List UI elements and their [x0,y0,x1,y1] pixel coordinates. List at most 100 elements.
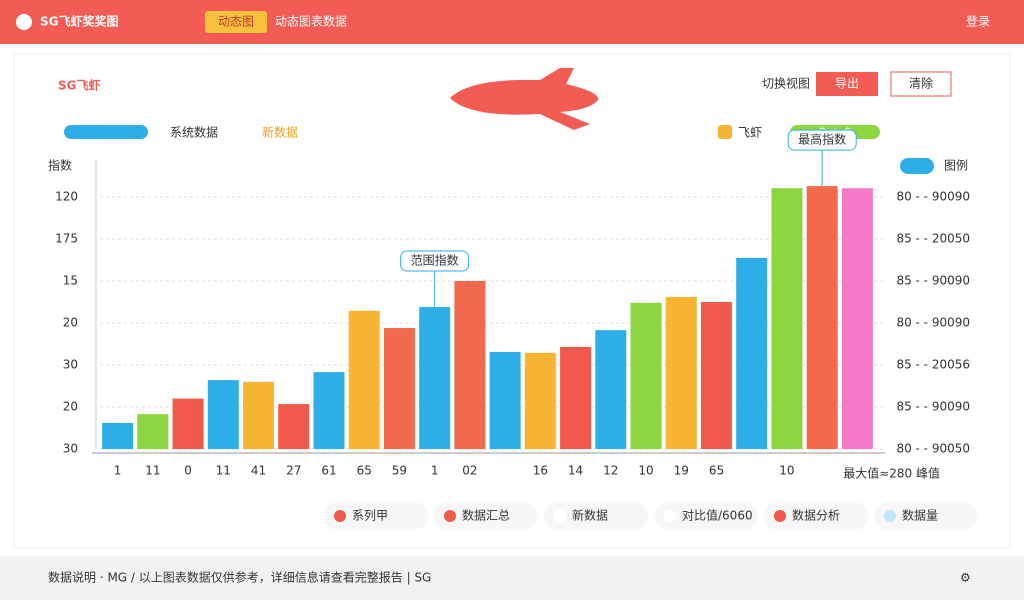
side-caption: 图例 [944,159,968,173]
y-tick-label: 15 [63,274,78,288]
bar [771,188,803,449]
bar [736,257,768,449]
button[interactable]: 切换视图 [762,76,810,91]
legend-pill [64,125,148,139]
button[interactable]: 导出 [835,77,859,91]
y-tick-label: 120 [55,190,78,204]
legend-item: 数据分析 [792,508,840,523]
legend-item: 系列甲 [352,509,388,523]
x-tick-label: 1 [114,464,122,478]
y-tick-label: 20 [63,400,78,414]
x-tick-label: 27 [286,464,301,478]
bar [243,381,275,449]
legend-text: 系统数据 [170,125,218,140]
login[interactable]: 登录 [966,14,990,29]
btn-bg [890,71,952,97]
x-tick-label: 10 [638,464,653,478]
bar [630,302,662,449]
footer-bar [0,556,1024,600]
legend-dot [554,510,566,522]
legend-chip [874,502,978,530]
bar [313,372,345,449]
legend-chip [764,502,868,530]
logo [16,14,32,30]
side-label: 85 - - 90090 [896,274,970,288]
y-tick-label: 30 [63,442,78,456]
y-tick-label: 175 [55,232,78,246]
side-label: 80 - - 90050 [896,442,970,456]
button[interactable]: 清除 [909,76,933,91]
callout-box [400,250,470,272]
bar [348,310,380,449]
legend-item: 数据汇总 [462,508,510,523]
x-tick-label: 65 [357,464,372,478]
card-title: SG飞虾 [58,78,101,93]
footer-icon: ⚙ [960,571,971,585]
callout-text: 范围指数 [411,253,459,268]
legend-dot [664,510,676,522]
bar [841,188,873,449]
bar [137,414,169,449]
x-tick-label: 11 [216,464,231,478]
bar [524,352,556,449]
x-tick-label: 19 [674,464,689,478]
side-pill [900,158,934,174]
legend-item: 数据量 [902,508,938,523]
y-tick-label: 20 [63,316,78,330]
btn-bg [760,72,812,96]
side-label: 85 - - 20056 [896,358,970,372]
bar [560,346,592,449]
badge-text: 动态图 [218,15,254,29]
x-tick-label: 65 [709,464,724,478]
x-tick-label: 02 [462,464,477,478]
airship [450,68,599,130]
legend-chip [654,502,758,530]
x-tick-label: 14 [568,464,583,478]
header-bar [0,0,1024,44]
callout-text: 最高指数 [798,132,846,147]
footer-text: 数据说明 · MG / 以上图表数据仅供参考，详细信息请查看完整报告 | SG [48,570,431,585]
x-tick-label: 59 [392,464,407,478]
bar [419,307,451,449]
bar [665,296,697,449]
x-tick-label: 11 [145,464,160,478]
x-tick-label: 10 [779,464,794,478]
bar [489,351,521,449]
axis-caption: 指数 [48,158,72,173]
x-tick-label: 0 [184,464,192,478]
bar [207,380,239,449]
side-label: 85 - - 20050 [896,232,970,246]
side-label: 85 - - 90090 [896,400,970,414]
bar [454,281,486,449]
legend-text: 飞虾 [738,126,762,140]
side-label: 80 - - 90090 [896,316,970,330]
x-tick-label: 16 [533,464,548,478]
x-tick-label: 1 [431,464,439,478]
legend-dot [444,510,456,522]
y-tick-label: 30 [63,358,78,372]
legend-dot [334,510,346,522]
x-tick-label: 61 [321,464,336,478]
bar [172,398,204,449]
bar [102,422,134,449]
bar [700,302,732,449]
bar [595,330,627,449]
legend-chip [324,502,428,530]
legend-dot [774,510,786,522]
x-tick-label: 12 [603,464,618,478]
legend-dot [884,510,896,522]
legend-item: 对比值/6060 [682,508,753,523]
badge [205,11,267,33]
bar [806,186,838,449]
legend-chip [434,502,538,530]
callout-box [787,129,857,151]
bar [278,404,310,449]
legend-text: 新数据 [262,125,298,140]
subtitle: 动态图表数据 [275,14,347,29]
x-note: 最大值≈280 峰值 [843,466,940,481]
side-label: 80 - - 90090 [896,190,970,204]
x-tick-label: 41 [251,464,266,478]
legend-item: 新数据 [572,508,608,523]
